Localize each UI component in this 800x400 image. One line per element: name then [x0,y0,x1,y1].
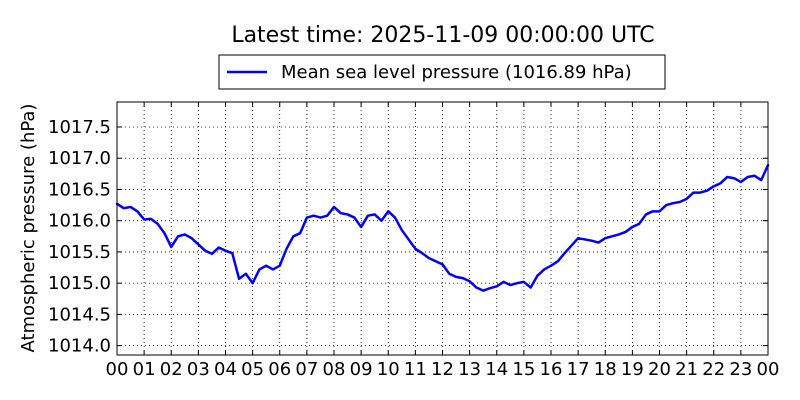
x-tick-label: 22 [702,359,725,380]
x-tick-label: 18 [594,359,617,380]
x-tick-label: 15 [512,359,535,380]
y-tick-label: 1016.0 [48,211,111,232]
x-tick-label: 14 [485,359,508,380]
x-tick-label: 17 [567,359,590,380]
y-tick-label: 1017.0 [48,148,111,169]
x-tick-label: 06 [268,359,291,380]
legend-label: Mean sea level pressure (1016.89 hPa) [281,62,632,83]
y-tick-label: 1015.0 [48,273,111,294]
x-tick-label: 12 [431,359,454,380]
x-tick-label: 00 [106,359,129,380]
series-line [115,163,770,292]
y-axis-label: Atmospheric pressure (hPa) [18,104,39,353]
chart-title: Latest time: 2025-11-09 00:00:00 UTC [231,23,654,48]
x-tick-label: 07 [295,359,318,380]
y-tick-label: 1014.5 [48,304,111,325]
x-tick-label: 11 [404,359,427,380]
x-tick-label: 13 [458,359,481,380]
y-tick-label: 1014.0 [48,336,111,357]
legend-box [218,54,666,90]
grid [117,102,768,355]
y-tick-label: 1016.5 [48,179,111,200]
x-tick-label: 08 [323,359,346,380]
x-tick-label: 00 [757,359,780,380]
x-tick-label: 19 [621,359,644,380]
y-tick-label: 1015.5 [48,242,111,263]
x-tick-label: 05 [241,359,264,380]
x-tick-label: 01 [133,359,156,380]
series-layer [115,163,770,292]
x-tick-label: 16 [540,359,563,380]
x-tick-label: 02 [160,359,183,380]
x-tick-label: 04 [214,359,237,380]
x-tick-label: 03 [187,359,210,380]
x-tick-label: 21 [675,359,698,380]
x-tick-label: 09 [350,359,373,380]
x-tick-label: 20 [648,359,671,380]
legend: Mean sea level pressure (1016.89 hPa) [218,54,666,90]
ticks: 00 01 02 03 04 05 06 07 08 09 10 11 12 13 14 15 16 17 18 19… [48,102,779,380]
y-tick-label: 1017.5 [48,117,111,138]
x-tick-label: 23 [729,359,752,380]
plot-frame [116,101,769,356]
x-tick-label: 10 [377,359,400,380]
